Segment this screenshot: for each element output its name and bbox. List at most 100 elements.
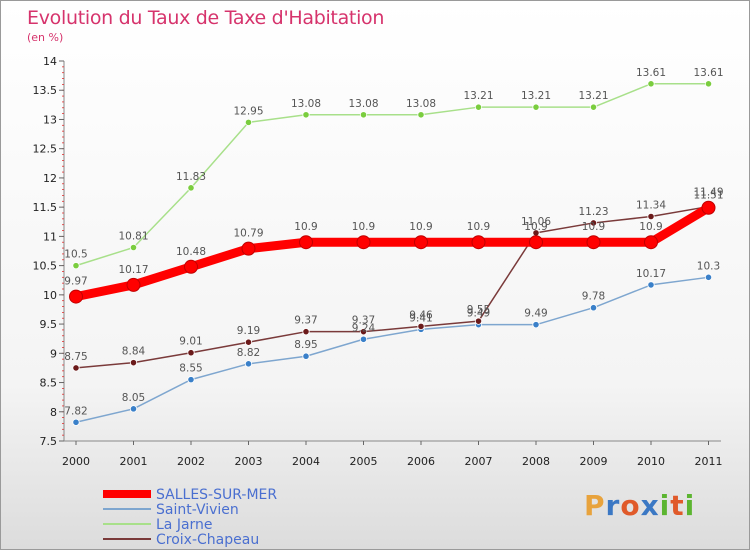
data-label: 8.82 [237,347,260,359]
x-tick-label: 2001 [120,455,148,468]
data-label: 10.9 [409,221,432,233]
data-point [414,235,428,250]
data-label: 12.95 [233,105,263,117]
y-tick-label: 9 [50,347,57,360]
data-point [187,184,195,192]
data-point [586,235,601,250]
x-tick-label: 2011 [695,455,723,468]
data-label: 10.9 [582,221,605,233]
y-tick-label: 12 [43,172,57,185]
y-tick-label: 14 [43,55,57,68]
data-point [701,200,716,215]
logo-letter: t [670,489,685,522]
data-label: 10.81 [118,230,148,242]
data-point [359,328,368,336]
x-tick-label: 2008 [522,455,550,468]
y-tick-label: 8.5 [40,377,58,390]
x-tick-label: 2007 [465,455,493,468]
legend-label: La Jarne [156,517,213,533]
data-label: 10.9 [467,221,490,233]
data-point [704,80,713,88]
data-point [647,281,655,289]
data-label: 9.46 [409,309,433,321]
data-label: 9.37 [352,315,375,327]
data-label: 13.08 [348,98,378,110]
data-point [72,262,80,270]
data-label: 13.08 [406,98,436,110]
data-label: 8.75 [64,351,87,363]
y-tick-label: 8 [50,406,57,419]
data-point [244,338,253,346]
y-tick-label: 10 [43,289,57,302]
data-point [302,328,310,336]
data-label: 9.19 [237,325,260,337]
data-point [129,359,138,367]
data-label: 11.83 [176,171,206,183]
data-point [589,304,598,312]
y-tick-label: 9.5 [40,318,58,331]
series-line [75,276,710,424]
data-point [532,321,540,329]
data-label: 10.9 [352,221,375,233]
x-tick-label: 2005 [350,455,378,468]
x-tick-label: 2004 [292,455,320,468]
x-tick-label: 2003 [235,455,263,468]
data-point [529,235,543,250]
y-tick-label: 13.5 [33,84,58,97]
data-label: 10.9 [294,221,317,233]
data-point [187,376,195,384]
data-point [302,352,310,360]
data-label: 10.79 [233,228,263,240]
series-lines [71,83,713,424]
data-label: 7.82 [64,405,87,417]
proxiti-logo: Proxiti [584,489,695,522]
data-label: 9.37 [294,315,317,327]
data-label: 13.08 [291,98,321,110]
data-point [187,349,195,357]
data-point [129,243,138,252]
data-label: 9.78 [582,291,605,303]
data-point [356,235,371,250]
data-point [471,235,486,250]
logo-letter: r [605,489,621,522]
logo-letter: i [684,489,696,522]
data-label: 10.17 [636,268,666,280]
x-tick-label: 2000 [62,455,90,468]
data-label: 11.34 [636,200,666,212]
data-label: 10.48 [176,246,206,258]
data-point [417,322,425,331]
data-point [129,405,138,413]
legend-label: SALLES-SUR-MER [156,487,277,503]
x-tick-label: 2006 [407,455,435,468]
y-tick-label: 11 [43,230,57,243]
data-point [589,103,598,111]
data-point [589,219,598,227]
data-label: 8.95 [294,339,317,351]
data-point [244,360,253,368]
data-label: 9.24 [352,322,376,334]
data-point [241,241,256,256]
data-label: 8.55 [179,363,202,375]
legend-label: Saint-Vivien [156,502,239,518]
data-label: 9.55 [467,304,490,316]
data-label: 11.06 [521,216,551,228]
chart-subtitle: (en %) [27,31,64,44]
data-point [126,277,141,292]
data-label: 13.21 [521,90,551,102]
data-point [299,235,313,250]
data-point [72,364,80,372]
data-label: 9.41 [409,312,432,324]
series-line [71,203,713,302]
data-label: 11.51 [693,190,723,202]
data-point [244,118,253,126]
data-label: 9.49 [524,308,547,320]
logo-letter: P [584,489,606,522]
x-tick-label: 2010 [637,455,665,468]
data-label: 13.21 [463,90,493,102]
data-label: 9.97 [64,276,87,288]
x-tick-label: 2002 [177,455,205,468]
series-line [75,83,710,267]
data-point [359,111,368,119]
